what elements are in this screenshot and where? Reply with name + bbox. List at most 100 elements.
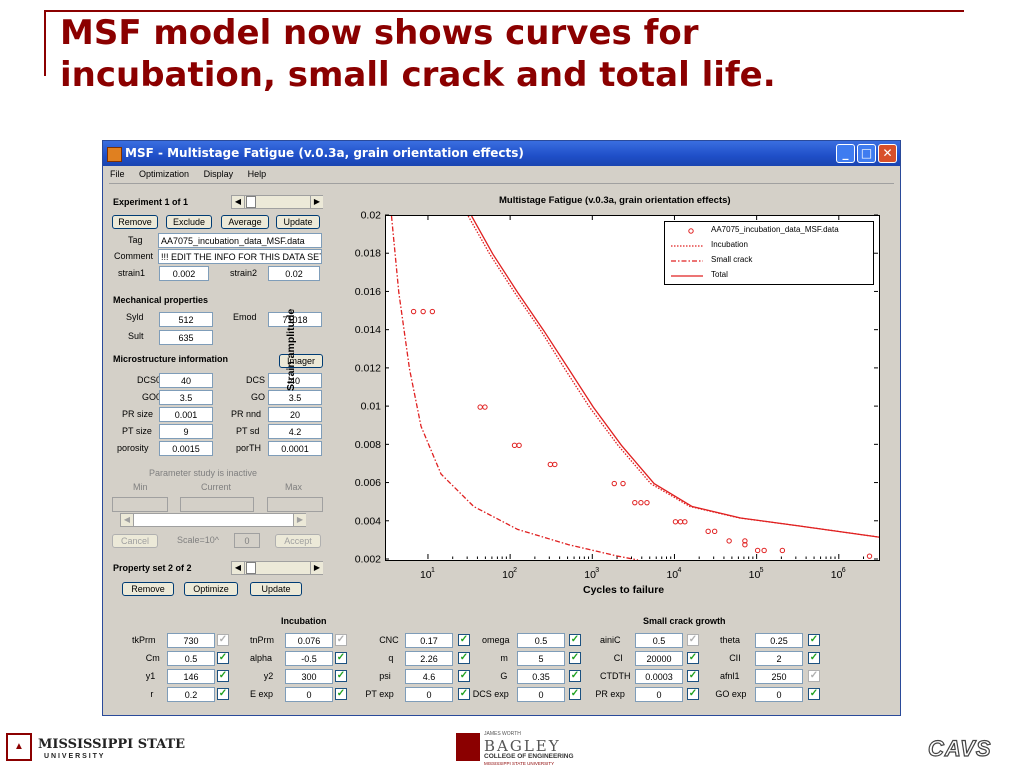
emod-field[interactable]: 71018 xyxy=(268,312,322,327)
checkbox[interactable]: ✓ xyxy=(217,652,229,664)
checkbox[interactable]: ✓ xyxy=(335,652,347,664)
menu-help[interactable]: Help xyxy=(247,169,267,179)
small_crack-param-field[interactable]: 0.5 xyxy=(635,633,683,648)
checkbox[interactable]: ✓ xyxy=(217,670,229,682)
experiment-exclude-button[interactable]: Exclude xyxy=(166,215,212,229)
incubation-param-field[interactable]: 0 xyxy=(285,687,333,702)
checkbox[interactable]: ✓ xyxy=(687,688,699,700)
experiment-slider[interactable]: ◀ ▶ xyxy=(231,195,323,209)
syld-field[interactable]: 512 xyxy=(159,312,213,327)
checkbox[interactable]: ✓ xyxy=(569,670,581,682)
incubation-param-field[interactable]: 0.17 xyxy=(405,633,453,648)
micro-label: PT size xyxy=(122,426,152,436)
experiment-remove-button[interactable]: Remove xyxy=(112,215,158,229)
property-optimize-button[interactable]: Optimize xyxy=(184,582,238,596)
small_crack-param-field[interactable]: 20000 xyxy=(635,651,683,666)
small_crack-param-field[interactable]: 5 xyxy=(517,651,565,666)
small_crack-param-field[interactable]: 250 xyxy=(755,669,803,684)
checkbox[interactable]: ✓ xyxy=(808,688,820,700)
menu-display[interactable]: Display xyxy=(203,169,234,179)
bagley-line2: MISSISSIPPI STATE UNIVERSITY xyxy=(484,761,555,766)
checkbox[interactable]: ✓ xyxy=(808,652,820,664)
micro-field[interactable]: 3.5 xyxy=(159,390,213,405)
incubation-param-field[interactable]: 0.2 xyxy=(167,687,215,702)
slide-title-line1: MSF model now shows curves for xyxy=(60,13,699,53)
incubation-param-field[interactable]: -0.5 xyxy=(285,651,333,666)
cavs-logo: CAVS xyxy=(927,735,992,761)
checkbox[interactable]: ✓ xyxy=(458,652,470,664)
maximize-icon[interactable]: □ xyxy=(857,144,876,163)
x-tick-label-base: 10 xyxy=(666,569,678,581)
prop-slider-right-icon[interactable]: ▶ xyxy=(310,562,323,574)
micro-field[interactable]: 0.0015 xyxy=(159,441,213,456)
slider-right-arrow-icon[interactable]: ▶ xyxy=(310,196,323,208)
slide-title-line2: incubation, small crack and total life. xyxy=(60,55,776,95)
small_crack-param-label: omega xyxy=(482,635,510,645)
checkbox[interactable]: ✓ xyxy=(808,634,820,646)
incubation-param-field[interactable]: 0.076 xyxy=(285,633,333,648)
small_crack-param-field[interactable]: 0.35 xyxy=(517,669,565,684)
comment-field[interactable]: !!! EDIT THE INFO FOR THIS DATA SET xyxy=(158,249,322,264)
slider-thumb[interactable] xyxy=(246,196,256,208)
small_crack-param-field[interactable]: 0.0003 xyxy=(635,669,683,684)
small_crack-param-field[interactable]: 0.5 xyxy=(517,633,565,648)
menu-optimization[interactable]: Optimization xyxy=(139,169,190,179)
small_crack-param-field[interactable]: 0 xyxy=(517,687,565,702)
incubation-param-field[interactable]: 0 xyxy=(405,687,453,702)
micro-field[interactable]: 9 xyxy=(159,424,213,439)
checkbox[interactable]: ✓ xyxy=(687,652,699,664)
slider-left-arrow-icon[interactable]: ◀ xyxy=(232,196,245,208)
small_crack-param-field[interactable]: 2 xyxy=(755,651,803,666)
y-tick-label: 0.006 xyxy=(355,477,381,489)
minimize-icon[interactable]: _ xyxy=(836,144,855,163)
param-max-label: Max xyxy=(285,482,303,492)
checkbox: ✓ xyxy=(808,670,820,682)
tag-field[interactable]: AA7075_incubation_data_MSF.data xyxy=(158,233,322,248)
micro-field[interactable]: 20 xyxy=(268,407,322,422)
strain2-field[interactable]: 0.02 xyxy=(268,266,320,281)
checkbox[interactable]: ✓ xyxy=(335,688,347,700)
small_crack-param-field[interactable]: 0 xyxy=(635,687,683,702)
checkbox[interactable]: ✓ xyxy=(458,688,470,700)
incubation-param-field[interactable]: 2.26 xyxy=(405,651,453,666)
micro-label: DCS xyxy=(246,375,266,385)
checkbox[interactable]: ✓ xyxy=(217,688,229,700)
checkbox[interactable]: ✓ xyxy=(458,634,470,646)
small_crack-param-field[interactable]: 0 xyxy=(755,687,803,702)
experiment-average-button[interactable]: Average xyxy=(221,215,269,229)
close-icon[interactable]: ✕ xyxy=(878,144,897,163)
micro-field[interactable]: 40 xyxy=(268,373,322,388)
property-remove-button[interactable]: Remove xyxy=(122,582,174,596)
incubation-param-field[interactable]: 146 xyxy=(167,669,215,684)
incubation-param-field[interactable]: 730 xyxy=(167,633,215,648)
micro-field[interactable]: 3.5 xyxy=(268,390,322,405)
micro-field[interactable]: 4.2 xyxy=(268,424,322,439)
micro-field[interactable]: 40 xyxy=(159,373,213,388)
legend-label-incubation: Incubation xyxy=(711,240,748,249)
incubation-param-field[interactable]: 4.6 xyxy=(405,669,453,684)
imager-button[interactable]: Imager xyxy=(279,354,323,368)
checkbox[interactable]: ✓ xyxy=(569,652,581,664)
checkbox[interactable]: ✓ xyxy=(458,670,470,682)
strain1-field[interactable]: 0.002 xyxy=(159,266,209,281)
checkbox[interactable]: ✓ xyxy=(569,634,581,646)
checkbox[interactable]: ✓ xyxy=(687,670,699,682)
prop-slider-left-icon[interactable]: ◀ xyxy=(232,562,245,574)
prop-slider-thumb[interactable] xyxy=(246,562,256,574)
parameter-study-header: Parameter study is inactive xyxy=(149,468,258,478)
incubation-param-field[interactable]: 0.5 xyxy=(167,651,215,666)
window-titlebar[interactable]: MSF - Multistage Fatigue (v.0.3a, grain … xyxy=(103,141,900,166)
checkbox[interactable]: ✓ xyxy=(569,688,581,700)
experiment-update-button[interactable]: Update xyxy=(276,215,320,229)
sult-label: Sult xyxy=(128,331,144,341)
checkbox[interactable]: ✓ xyxy=(335,670,347,682)
menu-file[interactable]: File xyxy=(110,169,125,179)
small_crack-param-field[interactable]: 0.25 xyxy=(755,633,803,648)
micro-field[interactable]: 0.001 xyxy=(159,407,213,422)
incubation-param-field[interactable]: 300 xyxy=(285,669,333,684)
data-point xyxy=(547,461,554,468)
sult-field[interactable]: 635 xyxy=(159,330,213,345)
micro-field[interactable]: 0.0001 xyxy=(268,441,322,456)
property-update-button[interactable]: Update xyxy=(250,582,302,596)
property-set-slider[interactable]: ◀ ▶ xyxy=(231,561,323,575)
